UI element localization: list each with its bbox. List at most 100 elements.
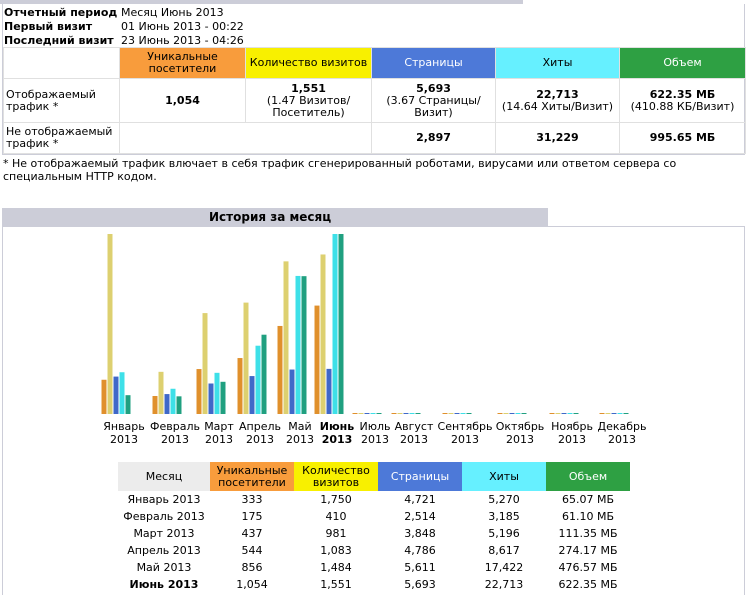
bar-4-series-3 [249,376,255,414]
bar-10-series-4 [515,413,521,414]
shown-traffic-row: Отображаемый трафик * 1,054 1,551 (1.47 В… [3,78,746,123]
volume-cell: 622.35 МБ [558,577,618,591]
pages-cell: 5,611 [404,560,436,574]
shown-traffic-label: Отображаемый трафик * [3,78,120,123]
table-row: Май 2013 856 1,484 5,611 17,422 476.57 М… [118,559,630,576]
bar-7-series-3 [364,413,370,414]
bar-4-series-5 [261,334,267,414]
bar-12-series-5 [623,413,629,414]
x-tick-year: 2013 [205,433,233,446]
hits-cell: 22,713 [484,577,524,591]
visits-cell: 1,750 [320,492,352,506]
visits-cell: 1,551 [320,577,352,591]
history-header-unique: Уникальные посетители [210,462,294,491]
hits-cell: 3,185 [488,509,520,523]
shown-hits: 22,713 [536,87,579,101]
x-tick-month: Декабрь [598,420,647,433]
bar-9-series-3 [454,413,460,414]
bar-11-series-1 [549,413,555,414]
history-header-row: Месяц Уникальные посетители Количество в… [118,462,630,491]
bar-6-series-3 [326,368,332,414]
shown-hits-cell: 22,713 (14.64 Хиты/Визит) [495,78,620,123]
bar-1-series-3 [113,376,119,414]
month-cell: Июнь 2013 [129,577,199,591]
x-tick-year: 2013 [558,433,586,446]
bar-1-series-1 [101,379,107,414]
x-tick-month: Сентябрь [438,420,493,433]
volume-cell: 65.07 МБ [561,492,615,506]
hits-cell: 8,617 [488,543,520,557]
monthly-history-table: Месяц Уникальные посетители Количество в… [118,462,630,593]
bar-10-series-5 [521,413,527,414]
header-unique-visitors: Уникальные посетители [119,47,246,79]
month-cell: Апрель 2013 [127,543,201,557]
history-header-pages: Страницы [378,462,462,491]
bar-2-series-3 [164,394,170,414]
first-visit-label: Первый визит [4,20,93,33]
bar-12-series-4 [617,413,623,414]
bar-8-series-1 [391,413,397,414]
bar-9-series-2 [448,413,454,414]
bar-3-series-1 [196,369,202,414]
period-label: Отчетный период [4,6,118,19]
table-row: Февраль 2013 175 410 2,514 3,185 61.10 М… [118,508,630,525]
bar-8-series-3 [403,413,409,414]
unique-cell: 437 [241,526,263,540]
table-row: Март 2013 437 981 3,848 5,196 111.35 МБ [118,525,630,542]
history-header-visits: Количество визитов [294,462,378,491]
history-panel [2,226,745,595]
hits-cell: 5,270 [488,492,520,506]
bar-4-series-2 [243,302,249,414]
bar-3-series-4 [214,372,220,414]
shown-volume-ratio: (410.88 КБ/Визит) [630,99,735,113]
volume-cell: 61.10 МБ [561,509,615,523]
shown-pages-cell: 5,693 (3.67 Страницы/Визит) [371,78,496,123]
history-title-bar: История за месяц [2,208,548,226]
monthly-history-chart: Январь2013Февраль2013Март2013Апрель2013М… [101,234,647,446]
x-tick-year: 2013 [161,433,189,446]
bar-7-series-4 [370,413,376,414]
pages-cell: 4,786 [404,543,436,557]
bar-12-series-1 [599,413,605,414]
history-header-volume: Объем [546,462,630,491]
shown-hits-ratio: (14.64 Хиты/Визит) [501,99,614,113]
pages-cell: 3,848 [404,526,436,540]
bar-12-series-2 [605,413,611,414]
history-header-month: Месяц [118,462,210,491]
x-tick-year: 2013 [246,433,274,446]
bar-2-series-2 [158,371,164,414]
header-hits: Хиты [495,47,620,79]
bar-6-series-2 [320,254,326,414]
x-tick-year: 2013 [110,433,138,446]
pages-cell: 5,693 [404,577,436,591]
table-row: Апрель 2013 544 1,083 4,786 8,617 274.17… [118,542,630,559]
bar-4-series-1 [237,358,243,414]
bar-3-series-3 [208,383,214,414]
x-tick-month: Февраль [150,420,200,433]
x-tick-month: Май [288,420,311,433]
bar-7-series-2 [358,413,364,414]
shown-visits-cell: 1,551 (1.47 Визитов/Посетитель) [245,78,372,123]
bar-5-series-3 [289,369,295,414]
month-cell: Май 2013 [136,560,192,574]
traffic-footnote: * Не отображаемый трафик влючает в себя … [3,157,677,183]
x-tick-year: 2013 [361,433,389,446]
x-tick-month: Март [204,420,234,433]
volume-cell: 274.17 МБ [558,543,618,557]
bar-7-series-5 [376,413,382,414]
bar-8-series-4 [409,413,415,414]
shown-pages-ratio: (3.67 Страницы/Визит) [386,93,481,119]
unique-cell: 333 [241,492,263,506]
month-cell: Март 2013 [133,526,195,540]
bar-11-series-2 [555,413,561,414]
hits-cell: 17,422 [484,560,524,574]
last-visit-value: 23 Июнь 2013 - 04:26 [121,34,244,47]
pages-cell: 4,721 [404,492,436,506]
summary-table: Уникальные посетители Количество визитов… [3,47,746,154]
shown-visits-ratio: (1.47 Визитов/Посетитель) [266,93,351,119]
x-tick-month: Июль [359,420,390,433]
x-tick-month: Октябрь [496,420,545,433]
visits-cell: 1,083 [320,543,352,557]
pages-cell: 2,514 [404,509,436,523]
x-tick-month: Ноябрь [551,420,593,433]
